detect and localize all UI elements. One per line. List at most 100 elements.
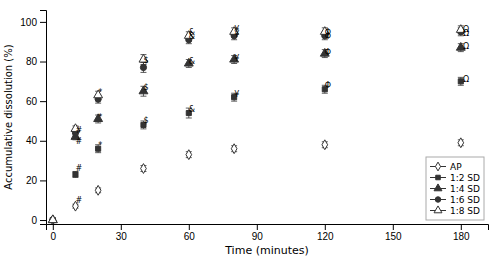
tick: 100 <box>20 17 46 28</box>
tick-mark <box>40 62 46 63</box>
tick: 90 <box>252 224 264 242</box>
annotation: & <box>189 105 195 114</box>
point <box>322 140 328 150</box>
annotation: * <box>98 141 102 150</box>
y-axis-title: Accumulative dissolution (%) <box>3 44 14 189</box>
legend-label: 1:4 SD <box>450 184 480 194</box>
legend-label: AP <box>450 162 462 172</box>
tick: 80 <box>26 56 46 67</box>
tick: 120 <box>317 224 334 242</box>
tick-mark <box>325 224 326 230</box>
annotation: Φ <box>325 48 331 57</box>
tick: 20 <box>26 175 46 186</box>
point <box>186 150 192 160</box>
tick-label: 20 <box>26 175 38 186</box>
legend: AP1:2 SD1:4 SD1:6 SD1:8 SD <box>426 157 484 220</box>
series <box>50 138 464 224</box>
tick-mark <box>40 22 46 23</box>
annotation: & <box>189 57 195 66</box>
annotation: $ <box>143 83 148 92</box>
annotation: Ω <box>463 75 469 84</box>
annotation: ¥ <box>234 25 239 34</box>
point <box>458 138 464 148</box>
axis-line <box>47 225 489 231</box>
annotation: # <box>75 196 82 205</box>
tick-label: 60 <box>26 96 38 107</box>
tick-mark <box>40 180 46 181</box>
tick-label: 80 <box>26 56 38 67</box>
tick-mark <box>53 224 54 230</box>
tick: 150 <box>385 224 402 242</box>
annotation: Ω <box>463 42 469 51</box>
axis-line <box>40 11 47 225</box>
tick-mark <box>461 224 462 230</box>
annotation: # <box>75 137 82 146</box>
annotation: * <box>98 113 102 122</box>
legend-label: 1:8 SD <box>450 206 480 216</box>
legend-item: 1:8 SD <box>430 206 480 216</box>
series <box>50 77 464 222</box>
y-axis: 0 20 40 60 80 100 <box>20 11 46 226</box>
point <box>141 164 147 174</box>
tick-mark <box>40 141 46 142</box>
tick-label: 100 <box>20 17 37 28</box>
tick: 40 <box>26 135 46 146</box>
annotation: ¥ <box>234 90 239 99</box>
tick: 60 <box>184 224 196 242</box>
legend-symbol <box>435 197 441 203</box>
chart: 0 30 60 90 120 150 180 0 20 40 60 80 100 Time (minute… <box>0 0 500 258</box>
annotation: # <box>75 164 82 173</box>
annotation: Ω <box>463 25 469 34</box>
annotation: * <box>98 88 102 97</box>
legend-box <box>426 157 484 220</box>
point <box>48 215 57 223</box>
tick: 60 <box>26 96 46 107</box>
tick-label: 150 <box>385 231 402 242</box>
annotation: $ <box>143 56 148 65</box>
tick-mark <box>393 224 394 230</box>
tick-label: 0 <box>51 231 57 242</box>
annotation: & <box>189 28 195 37</box>
legend-symbol <box>434 184 442 191</box>
x-axis-title: Time (minutes) <box>224 244 309 257</box>
annotation: $ <box>143 116 148 125</box>
tick-label: 30 <box>116 231 128 242</box>
legend-label: 1:6 SD <box>450 195 480 205</box>
point <box>231 144 237 154</box>
annotations: ####***$$$&&&&¥¥¥¥ΦΦΦΦΩΩΩΩ <box>75 25 469 205</box>
point <box>95 185 101 195</box>
series <box>48 43 465 223</box>
tick-label: 60 <box>184 231 196 242</box>
legend-item: 1:6 SD <box>430 195 480 205</box>
series <box>50 28 464 223</box>
legend-symbol <box>434 206 442 213</box>
tick-mark <box>40 220 46 221</box>
tick: 30 <box>116 224 128 242</box>
point <box>140 64 146 70</box>
tick-label: 180 <box>453 231 470 242</box>
tick-label: 90 <box>252 231 264 242</box>
plot-area <box>48 25 465 224</box>
tick-label: 40 <box>26 135 38 146</box>
legend-item: 1:2 SD <box>430 173 480 183</box>
point <box>230 54 239 62</box>
x-axis: 0 30 60 90 120 150 180 <box>47 224 489 242</box>
legend-item: AP <box>430 162 462 172</box>
tick: 0 <box>31 215 46 226</box>
series <box>48 25 465 223</box>
tick: 180 <box>453 224 470 242</box>
legend-item: 1:4 SD <box>430 184 480 194</box>
legend-symbol <box>435 162 440 171</box>
annotation: ¥ <box>234 54 239 63</box>
annotation: Φ <box>325 81 331 90</box>
annotation: # <box>75 126 82 135</box>
point <box>94 114 103 122</box>
tick-mark <box>40 101 46 102</box>
tick-mark <box>189 224 190 230</box>
tick-label: 0 <box>31 215 37 226</box>
tick-mark <box>121 224 122 230</box>
point <box>48 215 57 223</box>
annotation: Φ <box>325 28 331 37</box>
legend-label: 1:2 SD <box>450 173 480 183</box>
tick-label: 120 <box>317 231 334 242</box>
